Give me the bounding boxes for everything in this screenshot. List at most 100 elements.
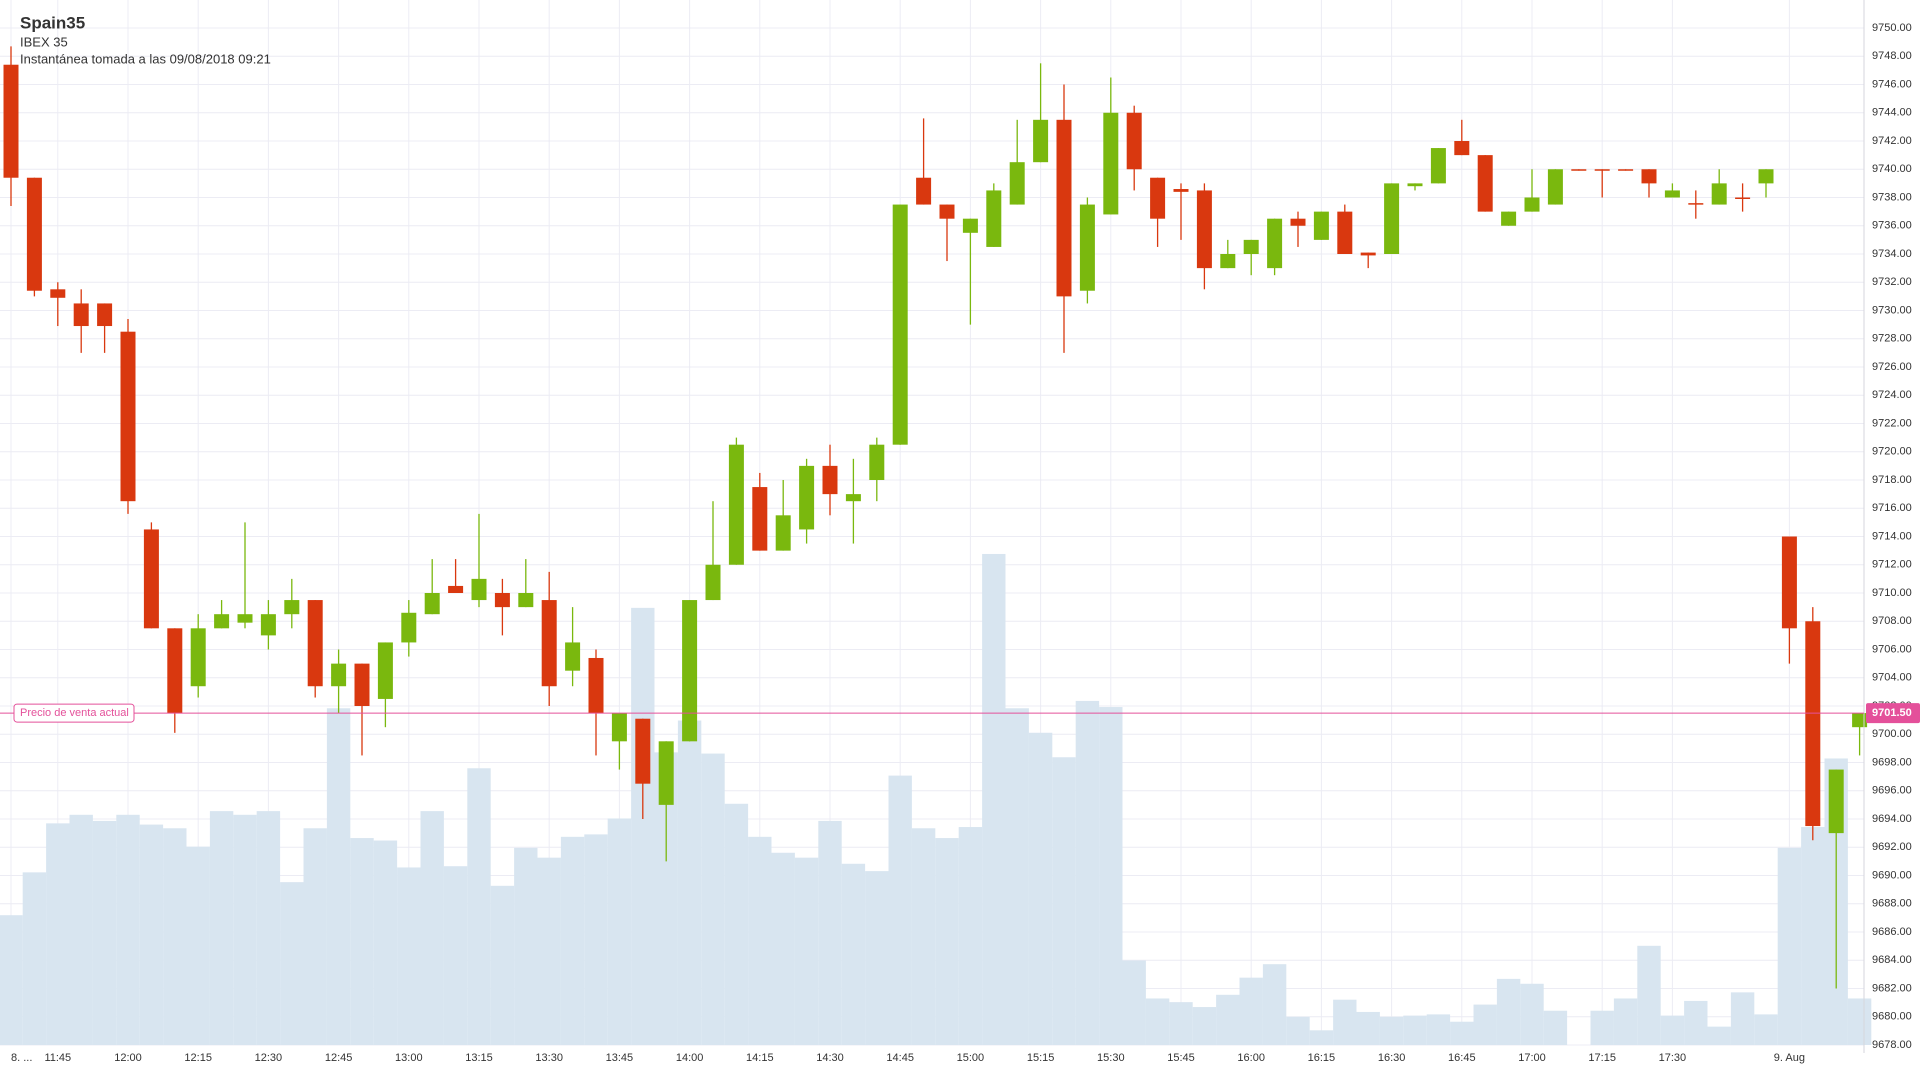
volume-bar — [397, 867, 421, 1045]
candle-body — [518, 593, 534, 608]
volume-bar — [560, 836, 585, 1045]
volume-bar — [1028, 732, 1053, 1045]
volume-bar — [701, 753, 725, 1045]
volume-bar — [92, 820, 117, 1045]
volume-bar — [1730, 992, 1755, 1045]
y-tick-label: 9732.00 — [1872, 276, 1912, 288]
volume-bar — [1777, 847, 1802, 1045]
volume-bar — [935, 838, 959, 1045]
x-tick-label: 15:15 — [1027, 1052, 1055, 1064]
volume-bar — [1075, 700, 1100, 1045]
chart-subtitle: IBEX 35 — [20, 34, 68, 49]
y-tick-label: 9686.00 — [1872, 926, 1912, 938]
volume-bar — [677, 720, 702, 1045]
candle-body — [471, 578, 487, 601]
volume-bar — [22, 872, 47, 1045]
y-tick-label: 9690.00 — [1872, 869, 1912, 881]
volume-bar — [865, 871, 889, 1045]
volume-bar — [1216, 994, 1240, 1045]
y-tick-label: 9730.00 — [1872, 304, 1912, 316]
volume-bar — [631, 607, 655, 1045]
candle-body — [1056, 119, 1072, 297]
volume-bar — [1379, 1016, 1404, 1045]
y-tick-label: 9682.00 — [1872, 982, 1912, 994]
y-tick-label: 9692.00 — [1872, 841, 1912, 853]
volume-bar — [654, 752, 678, 1045]
volume-bar — [1847, 998, 1872, 1045]
candle-body — [1618, 169, 1634, 171]
y-tick-label: 9706.00 — [1872, 643, 1912, 655]
candle-body — [728, 444, 744, 565]
y-tick-label: 9710.00 — [1872, 587, 1912, 599]
candle-body — [1430, 148, 1446, 184]
candle-body — [1313, 211, 1329, 240]
x-tick-label: 15:00 — [957, 1052, 985, 1064]
candle-body — [50, 289, 66, 298]
x-tick-label: 13:30 — [535, 1052, 563, 1064]
candle-body — [1477, 155, 1493, 212]
candle-body — [143, 529, 159, 629]
candle-body — [1664, 190, 1680, 198]
y-tick-label: 9684.00 — [1872, 954, 1912, 966]
x-tick-label: 17:30 — [1659, 1052, 1687, 1064]
volume-bar — [1660, 1015, 1685, 1045]
volume-bar — [1543, 1010, 1568, 1045]
x-tick-label: 14:00 — [676, 1052, 704, 1064]
candle-body — [1384, 183, 1400, 254]
candle-body — [448, 585, 464, 593]
x-tick-label: 16:45 — [1448, 1052, 1476, 1064]
volume-bar — [1005, 708, 1029, 1045]
volume-bar — [233, 814, 257, 1045]
volume-bar — [537, 857, 561, 1045]
y-tick-label: 9718.00 — [1872, 474, 1912, 486]
volume-bar — [1613, 998, 1638, 1045]
candle-body — [120, 331, 136, 502]
volume-bar — [69, 814, 93, 1045]
current-price-value: 9701.50 — [1872, 707, 1912, 719]
y-tick-label: 9748.00 — [1872, 50, 1912, 62]
y-tick-label: 9750.00 — [1872, 22, 1912, 34]
candle-body — [939, 204, 955, 219]
x-tick-label: 12:00 — [114, 1052, 142, 1064]
volume-bar — [911, 828, 936, 1045]
candle-body — [307, 600, 323, 687]
volume-bar — [818, 820, 842, 1045]
volume-bar — [958, 827, 983, 1045]
x-tick-label: 17:00 — [1518, 1052, 1546, 1064]
volume-bar — [1590, 1010, 1614, 1045]
x-tick-label: 8. ... — [11, 1052, 32, 1064]
chart-title: Spain35 — [20, 13, 85, 32]
y-tick-label: 9724.00 — [1872, 389, 1912, 401]
y-tick-label: 9726.00 — [1872, 361, 1912, 373]
candle-body — [167, 628, 183, 714]
candle-body — [635, 718, 651, 784]
x-tick-label: 11:45 — [44, 1052, 71, 1064]
candle-body — [1547, 169, 1563, 205]
x-tick-label: 13:15 — [465, 1052, 493, 1064]
candle-body — [1524, 197, 1540, 212]
volume-bar — [490, 885, 515, 1045]
candle-body — [611, 713, 627, 742]
current-price-tag: Precio de venta actual — [20, 707, 129, 719]
volume-bar — [841, 863, 866, 1045]
candle-body — [752, 487, 768, 551]
y-tick-label: 9728.00 — [1872, 333, 1912, 345]
y-tick-label: 9694.00 — [1872, 813, 1912, 825]
candle-body — [1079, 204, 1095, 291]
volume-bar — [46, 823, 70, 1045]
y-tick-label: 9678.00 — [1872, 1039, 1912, 1051]
volume-bar — [748, 836, 772, 1045]
candle-body — [822, 465, 838, 495]
candle-body — [1337, 211, 1353, 254]
candle-body — [494, 593, 510, 608]
current-price-value-box — [1866, 703, 1920, 724]
volume-bar — [186, 846, 210, 1045]
x-tick-label: 16:15 — [1308, 1052, 1336, 1064]
volume-bar — [256, 811, 281, 1045]
candle-body — [284, 600, 300, 615]
x-tick-label: 12:30 — [255, 1052, 283, 1064]
volume-bar — [1122, 960, 1146, 1045]
volume-bar — [1099, 707, 1123, 1045]
volume-bar — [1754, 1014, 1778, 1045]
